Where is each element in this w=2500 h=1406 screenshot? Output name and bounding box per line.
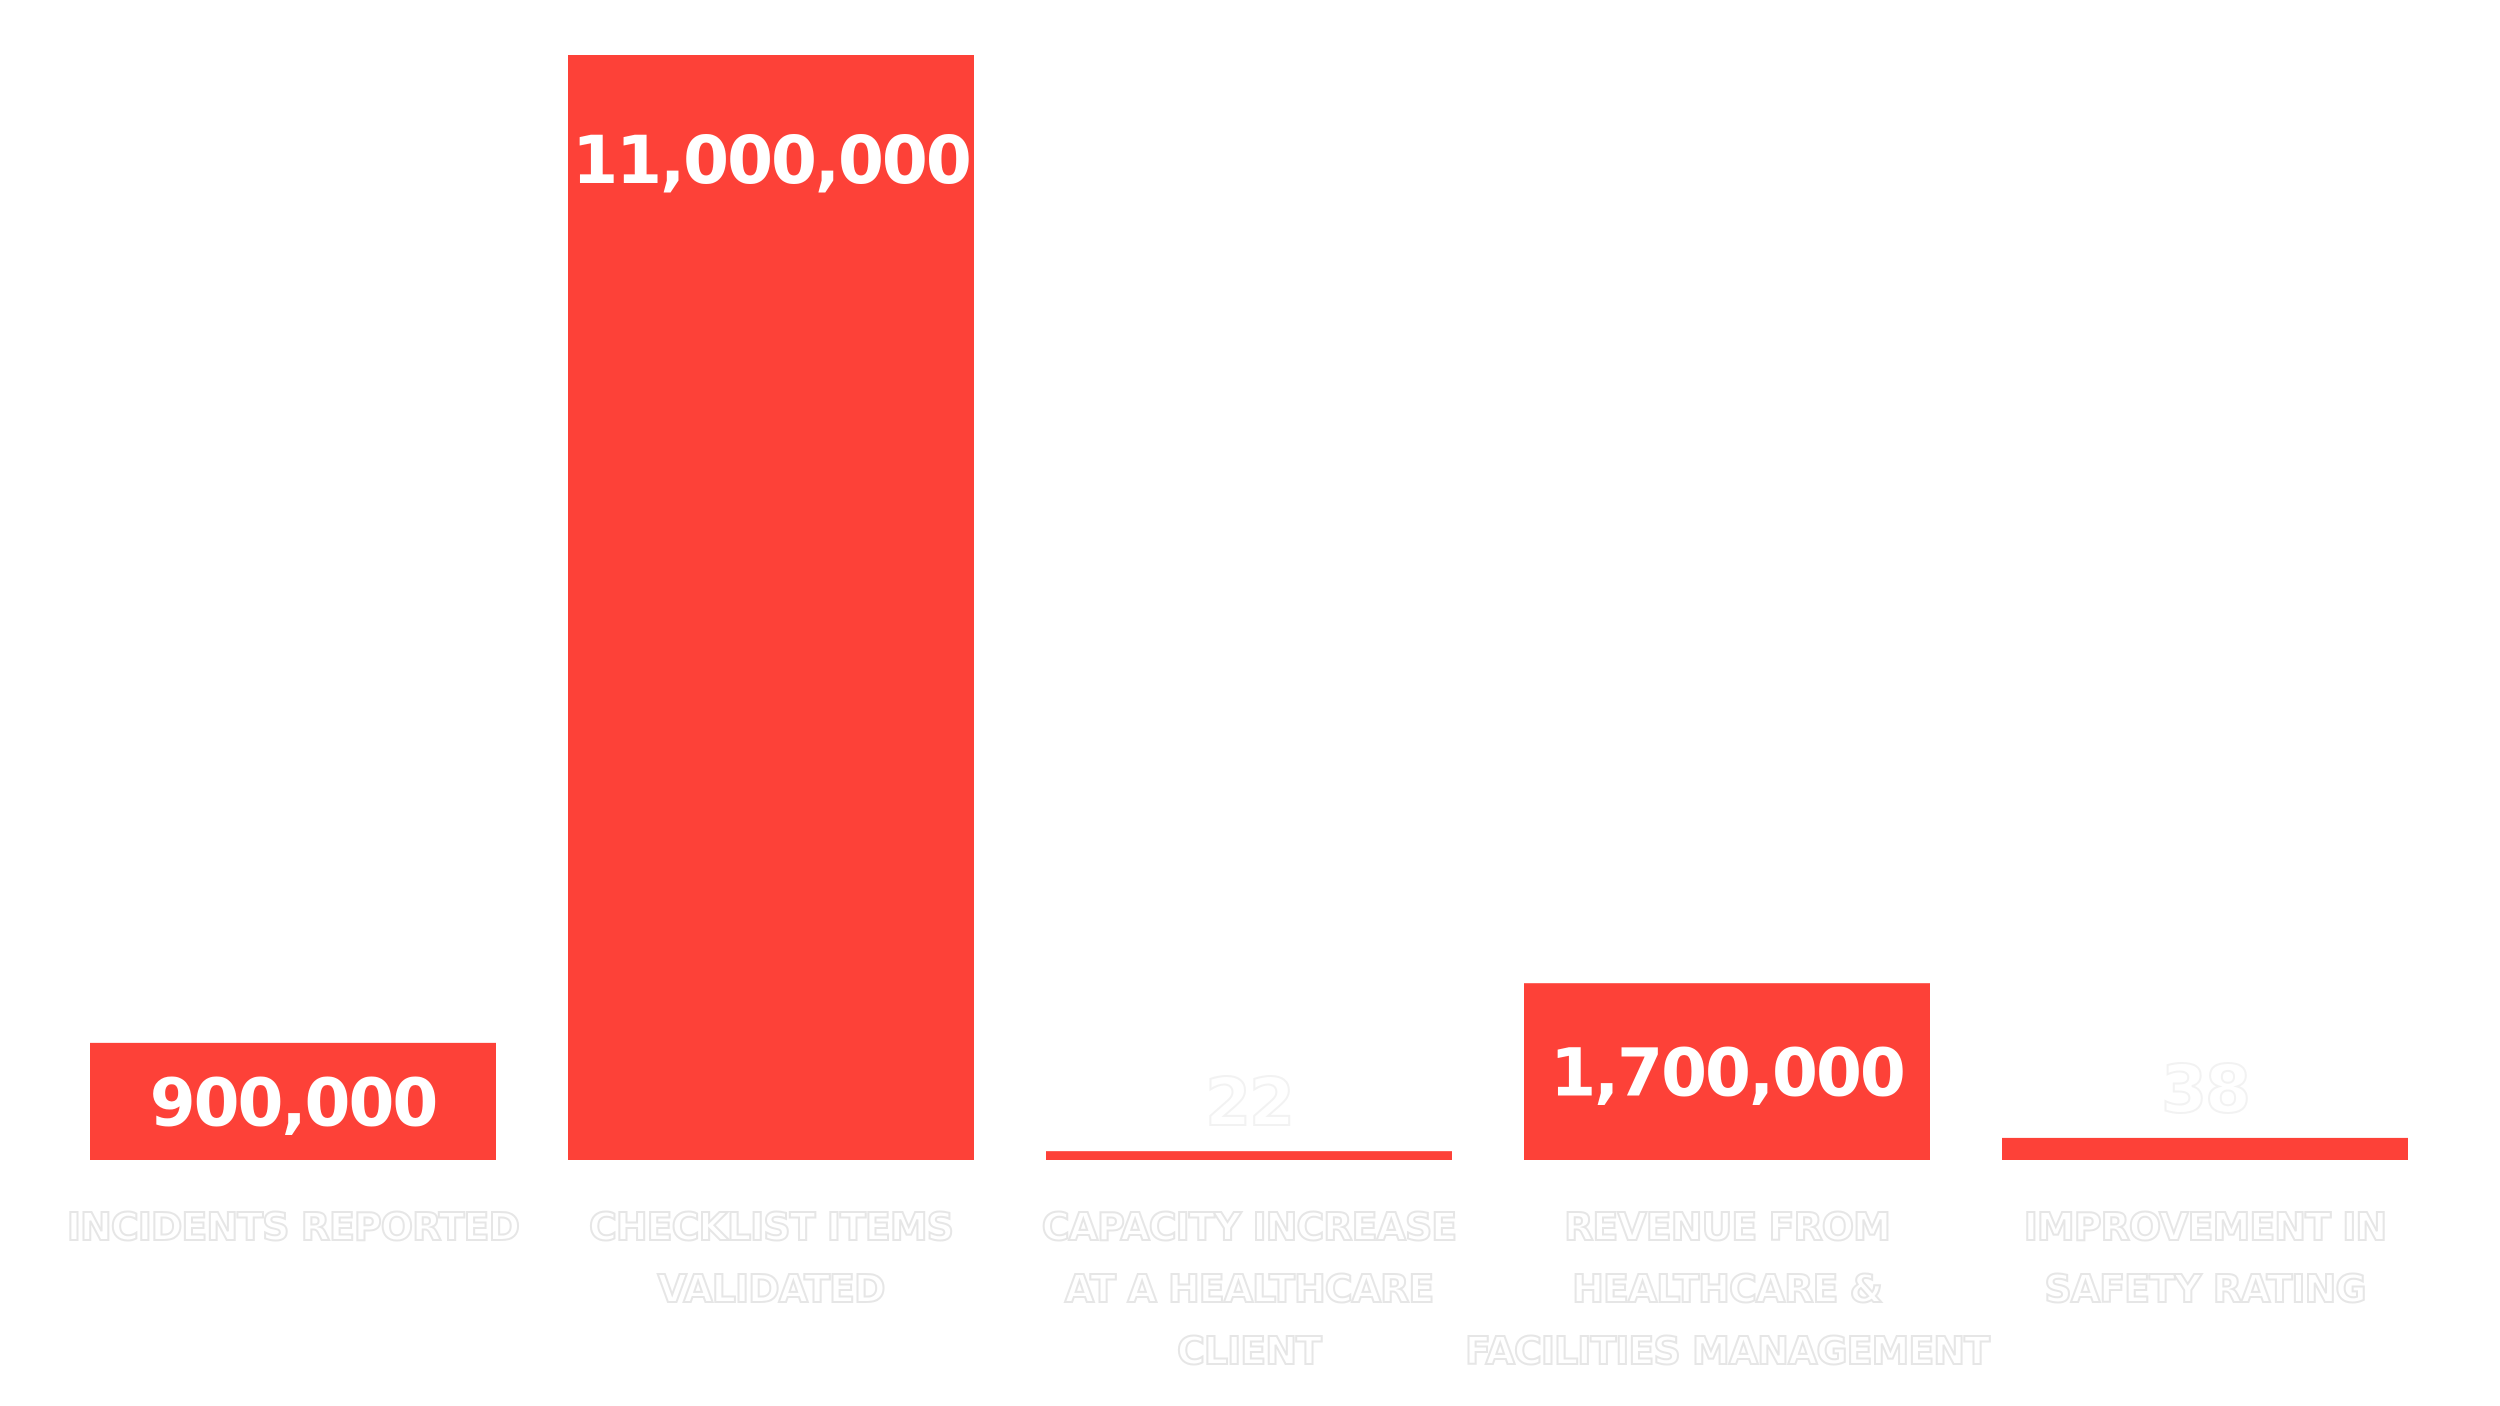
category-label: CLIENT	[1177, 1329, 1322, 1373]
bar	[568, 55, 974, 1160]
bar-group: 1,700,000 REVENUE FROM HEALTHCARE & FACILIT…	[1464, 983, 1992, 1374]
bar	[90, 1042, 496, 1160]
bar-value-label: 11,000,000	[572, 122, 970, 199]
category-label: IMPROVEMENT IN	[2024, 1205, 2386, 1249]
bar	[1524, 983, 1930, 1160]
bar-value-label: 22	[1205, 1064, 1293, 1141]
bar-value-label: 900,000	[150, 1064, 437, 1141]
category-label: HEALTHCARE &	[1572, 1267, 1882, 1311]
bar-group: 900,000 INCIDENTS REPORTED	[66, 1042, 521, 1250]
category-label: CHECKLIST ITEMS	[589, 1205, 953, 1249]
bar-value-label: 1,700,000	[1550, 1035, 1904, 1112]
category-label: INCIDENTS REPORTED	[67, 1205, 519, 1249]
bar	[2002, 1137, 2408, 1160]
bar-value-label: 38	[2161, 1051, 2249, 1128]
bar-group: 11,000,000 CHECKLIST ITEMS VALIDATED	[568, 55, 974, 1312]
category-label: SAFETY RATING	[2044, 1267, 2365, 1311]
bar-group: 22 CAPACITY INCREASE AT A HEALTHCARE CLIENT	[1041, 1063, 1459, 1374]
bar	[1046, 1151, 1452, 1160]
category-label: VALIDATED	[657, 1267, 884, 1311]
category-label: FACILITIES MANAGEMENT	[1465, 1329, 1990, 1373]
category-label: REVENUE FROM	[1564, 1205, 1890, 1249]
category-label: AT A HEALTHCARE	[1065, 1267, 1434, 1311]
bar-group: 38 IMPROVEMENT IN SAFETY RATING	[2002, 1050, 2408, 1312]
category-label: CAPACITY INCREASE	[1042, 1205, 1457, 1249]
